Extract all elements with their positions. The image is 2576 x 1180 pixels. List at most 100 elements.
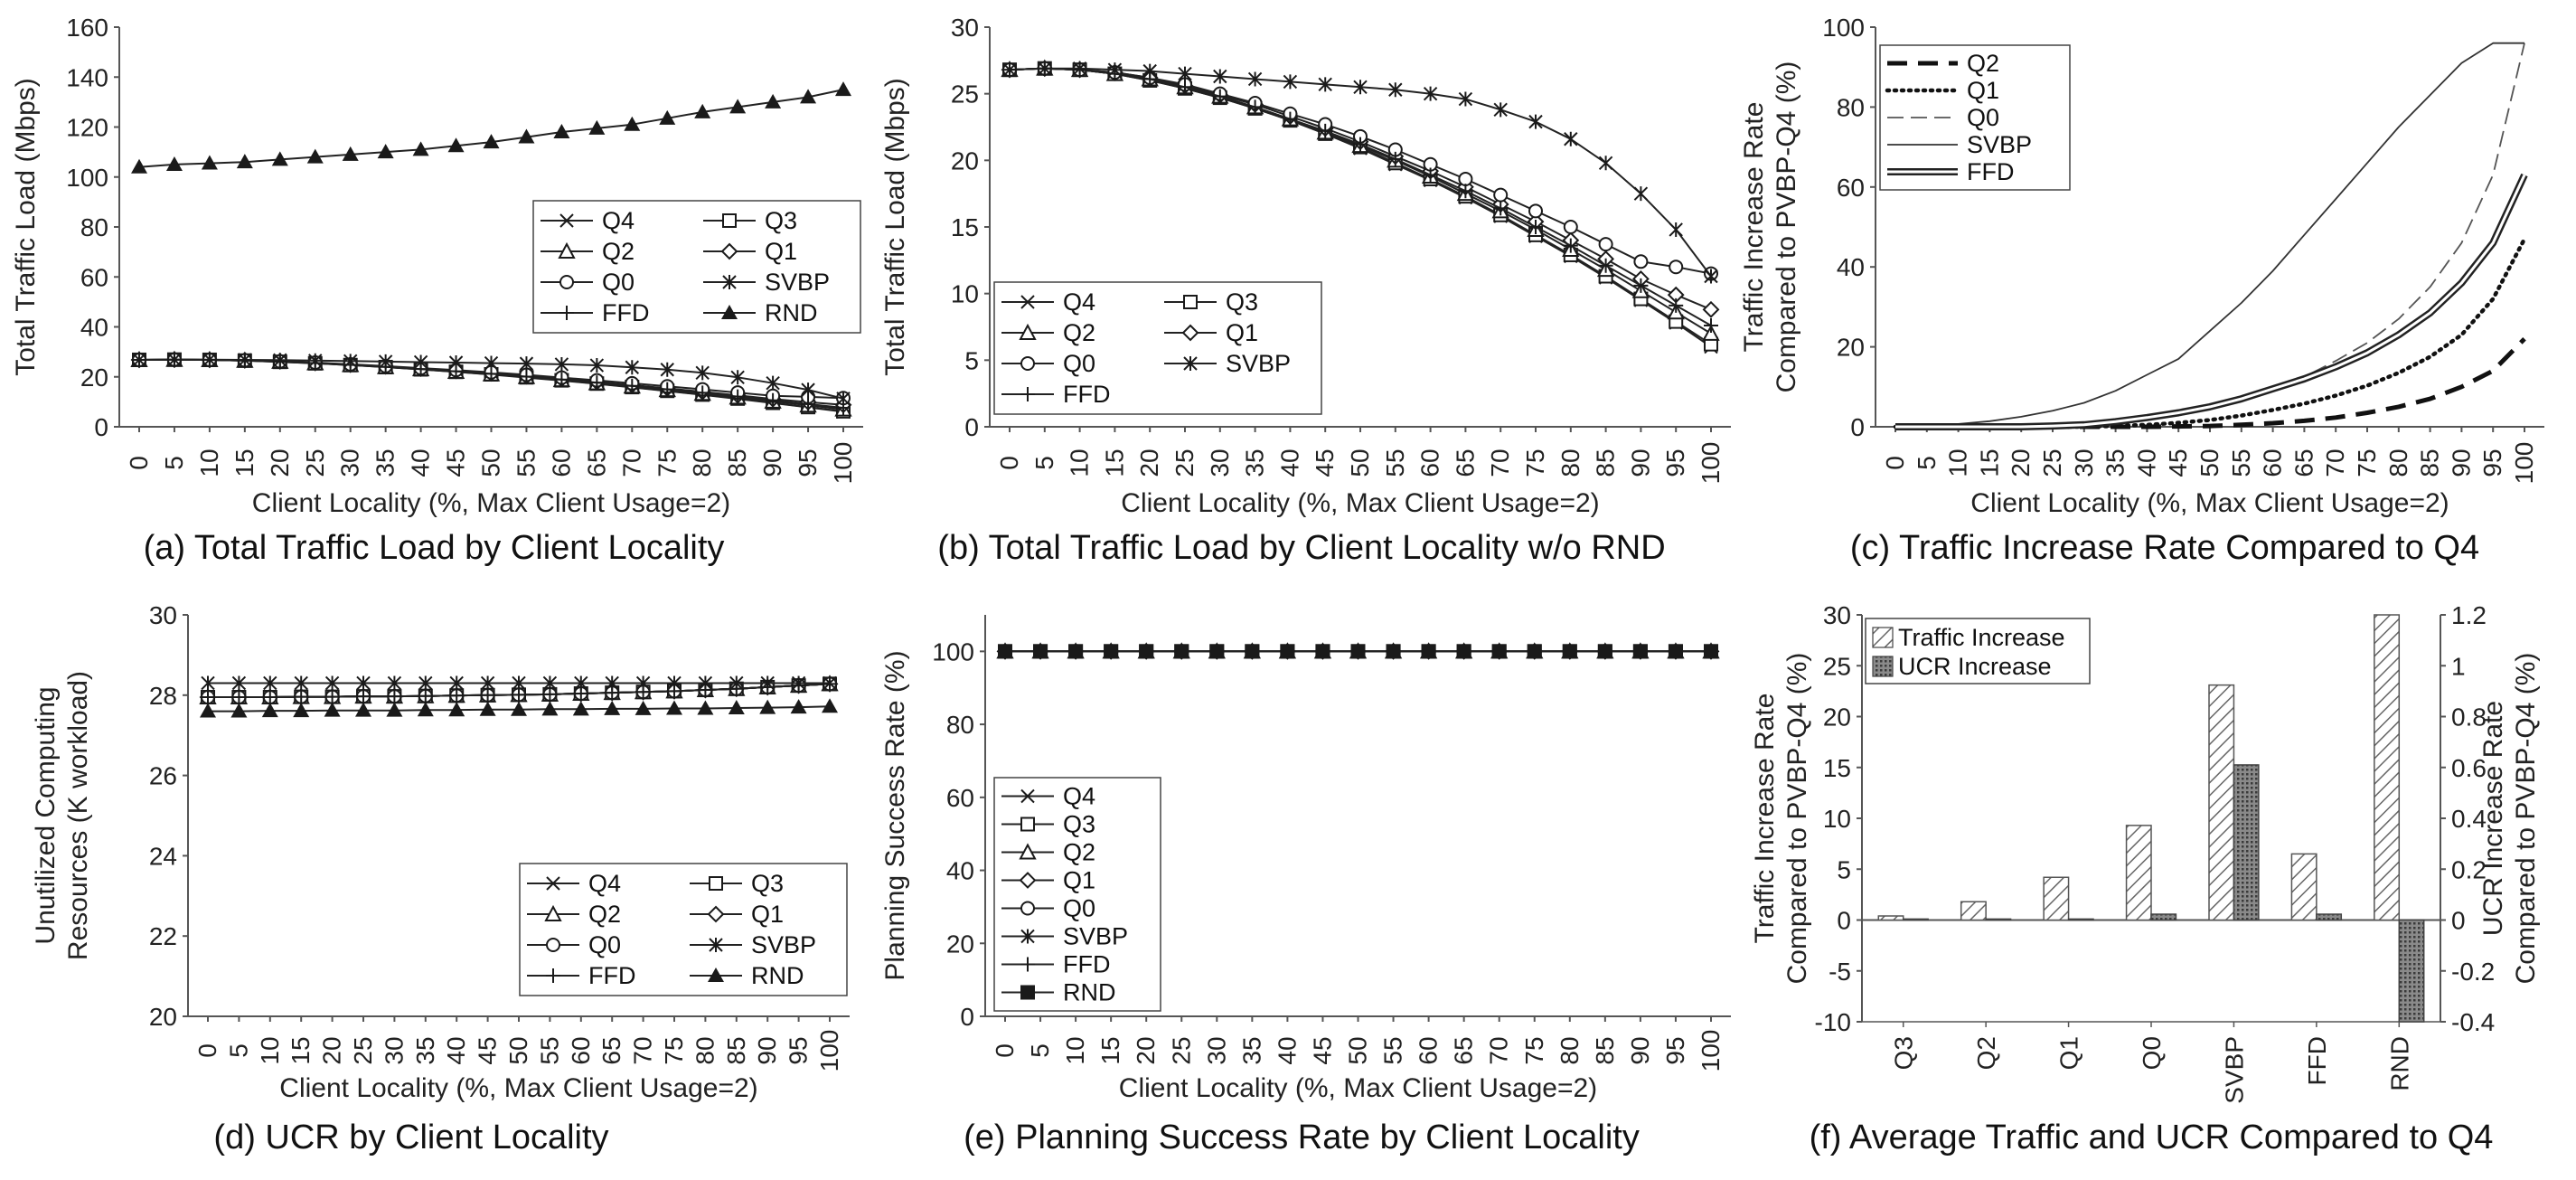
legend-label: Q3 [751,870,784,897]
data-point-rnd [518,128,535,144]
y-tick-label: 5 [1837,855,1851,883]
legend-swatch [1872,627,1894,648]
series-ffd [201,676,837,705]
data-point-ffd [262,690,277,705]
data-point-rnd [728,700,745,715]
x-axis-label: Client Locality (%, Max Client Usage=2) [252,488,730,518]
data-point-ffd [542,686,558,702]
x-tick-label: 85 [1592,448,1620,477]
x-tick-label: 60 [2259,448,2287,477]
legend-label: SVBP [1226,350,1291,377]
data-point-svbp [1528,114,1543,129]
legend-item-q3: Q3 [1164,288,1258,316]
y-axis-label-line: Traffic Increase Rate [1739,102,1769,353]
legend-item-svbp: SVBP [690,931,816,958]
data-point-ffd [1212,89,1227,104]
legend-label: Q1 [1226,319,1258,346]
data-point-ffd [413,362,428,377]
y-tick-label: 20 [946,930,974,958]
legend: Q4 Q3 Q2 Q1 Q0 SVBP FFD [993,281,1322,415]
x-tick-label: 35 [1237,1036,1265,1064]
legend-item-rnd: RND [703,299,818,326]
data-point-rnd [1033,644,1048,659]
data-point-rnd [604,700,621,715]
x-tick-label: 15 [1100,448,1128,477]
x-tick-label: 95 [1661,448,1689,477]
data-point-rnd [342,146,359,161]
y-tick-label: 10 [951,280,979,308]
y-tick-label: 120 [66,114,108,142]
legend-item-q1: Q1 [690,901,784,928]
y2-axis-label-line: Compared to PVBP-Q4 (%) [2511,653,2541,985]
data-point-ffd [1563,238,1578,253]
series-rnd [200,698,838,718]
data-point-ffd [1037,61,1052,76]
y-tick-label: 10 [1823,805,1851,833]
legend-label: UCR Increase [1898,653,2052,680]
x-tick-label: 5 [1913,456,1941,470]
x-tick-label: 100 [1697,1030,1725,1072]
data-point-rnd [1562,644,1577,659]
bar-ucr-increase-q1 [2067,918,2094,921]
y-tick-label: -10 [1815,1008,1851,1036]
legend-marker [709,876,723,891]
data-point-ffd [448,363,464,379]
data-point-ffd [201,690,215,705]
y-tick-label: 30 [149,601,177,629]
legend-marker [546,968,560,983]
legend-label: Q4 [588,870,621,897]
data-point-ffd [660,382,675,397]
data-point-rnd [1632,644,1648,659]
x-tick-label: 45 [474,1036,502,1064]
x-tick-label: 10 [256,1036,284,1064]
data-point-q0 [1493,187,1509,203]
legend-item-q4: Q4 [1001,783,1095,810]
series-ffd [1895,173,2528,430]
x-tick-label: 65 [1450,1036,1478,1064]
data-point-rnd [201,155,218,170]
data-point-rnd [822,698,838,713]
x-tick-label: 30 [380,1036,408,1064]
legend-item-q4: Q4 [541,207,635,234]
bar-traffic-increase-svbp [2208,684,2235,921]
y2-tick-label: 0 [2451,907,2466,935]
data-point-rnd [483,134,500,149]
legend-label: SVBP [765,269,830,296]
x-tick-label: 45 [442,448,470,477]
data-point-rnd [479,701,496,716]
x-tick-label: 15 [287,1036,315,1064]
y-tick-label: 25 [1823,652,1851,680]
data-point-svbp [1493,102,1508,118]
legend-marker [1183,295,1198,309]
x-tick-label: 65 [582,448,610,477]
x-tick-label: 100 [1697,442,1725,485]
data-point-rnd [1386,644,1401,659]
y-tick-label: 40 [80,314,108,342]
y-tick-label: 5 [964,346,979,374]
legend-label: RND [751,962,804,989]
x-tick-label: 25 [1170,448,1199,477]
legend-marker [709,938,723,952]
data-point-rnd [417,702,434,717]
y-tick-label: 25 [951,80,979,109]
data-point-ffd [1704,318,1718,334]
x-tick-label: 20 [1135,448,1163,477]
legend-marker [1020,901,1035,916]
x-tick-label: 95 [785,1036,813,1064]
legend-marker [721,305,738,319]
x-tick-label: 75 [660,1036,688,1064]
x-axis-label: Client Locality (%, Max Client Usage=2) [1121,488,1599,518]
y-tick-label: 0 [964,413,979,441]
data-point-rnd [998,644,1012,659]
x-tick-label: 90 [753,1036,781,1064]
data-point-svbp [1318,77,1332,92]
y-tick-label: 0 [1850,413,1865,441]
data-point-ffd [836,401,851,416]
caption-f: (f) Average Traffic and UCR Compared to … [1810,1119,2494,1156]
x-tick-label: 0 [995,456,1023,470]
data-point-ffd [512,687,526,703]
legend-marker [1183,356,1198,371]
x-tick-label: 25 [349,1036,377,1064]
